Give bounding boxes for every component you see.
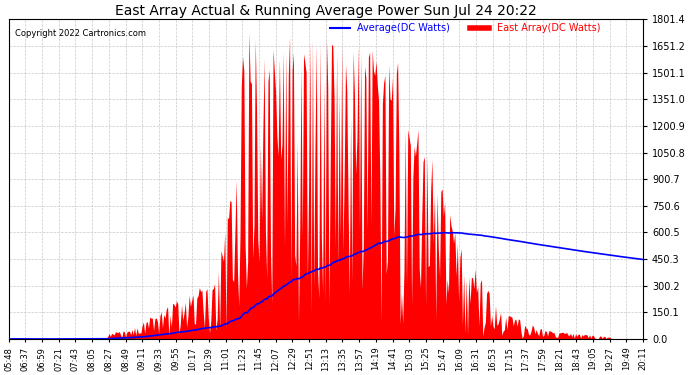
Text: Copyright 2022 Cartronics.com: Copyright 2022 Cartronics.com xyxy=(15,29,146,38)
Title: East Array Actual & Running Average Power Sun Jul 24 20:22: East Array Actual & Running Average Powe… xyxy=(115,4,537,18)
Legend: Average(DC Watts), East Array(DC Watts): Average(DC Watts), East Array(DC Watts) xyxy=(326,20,604,37)
